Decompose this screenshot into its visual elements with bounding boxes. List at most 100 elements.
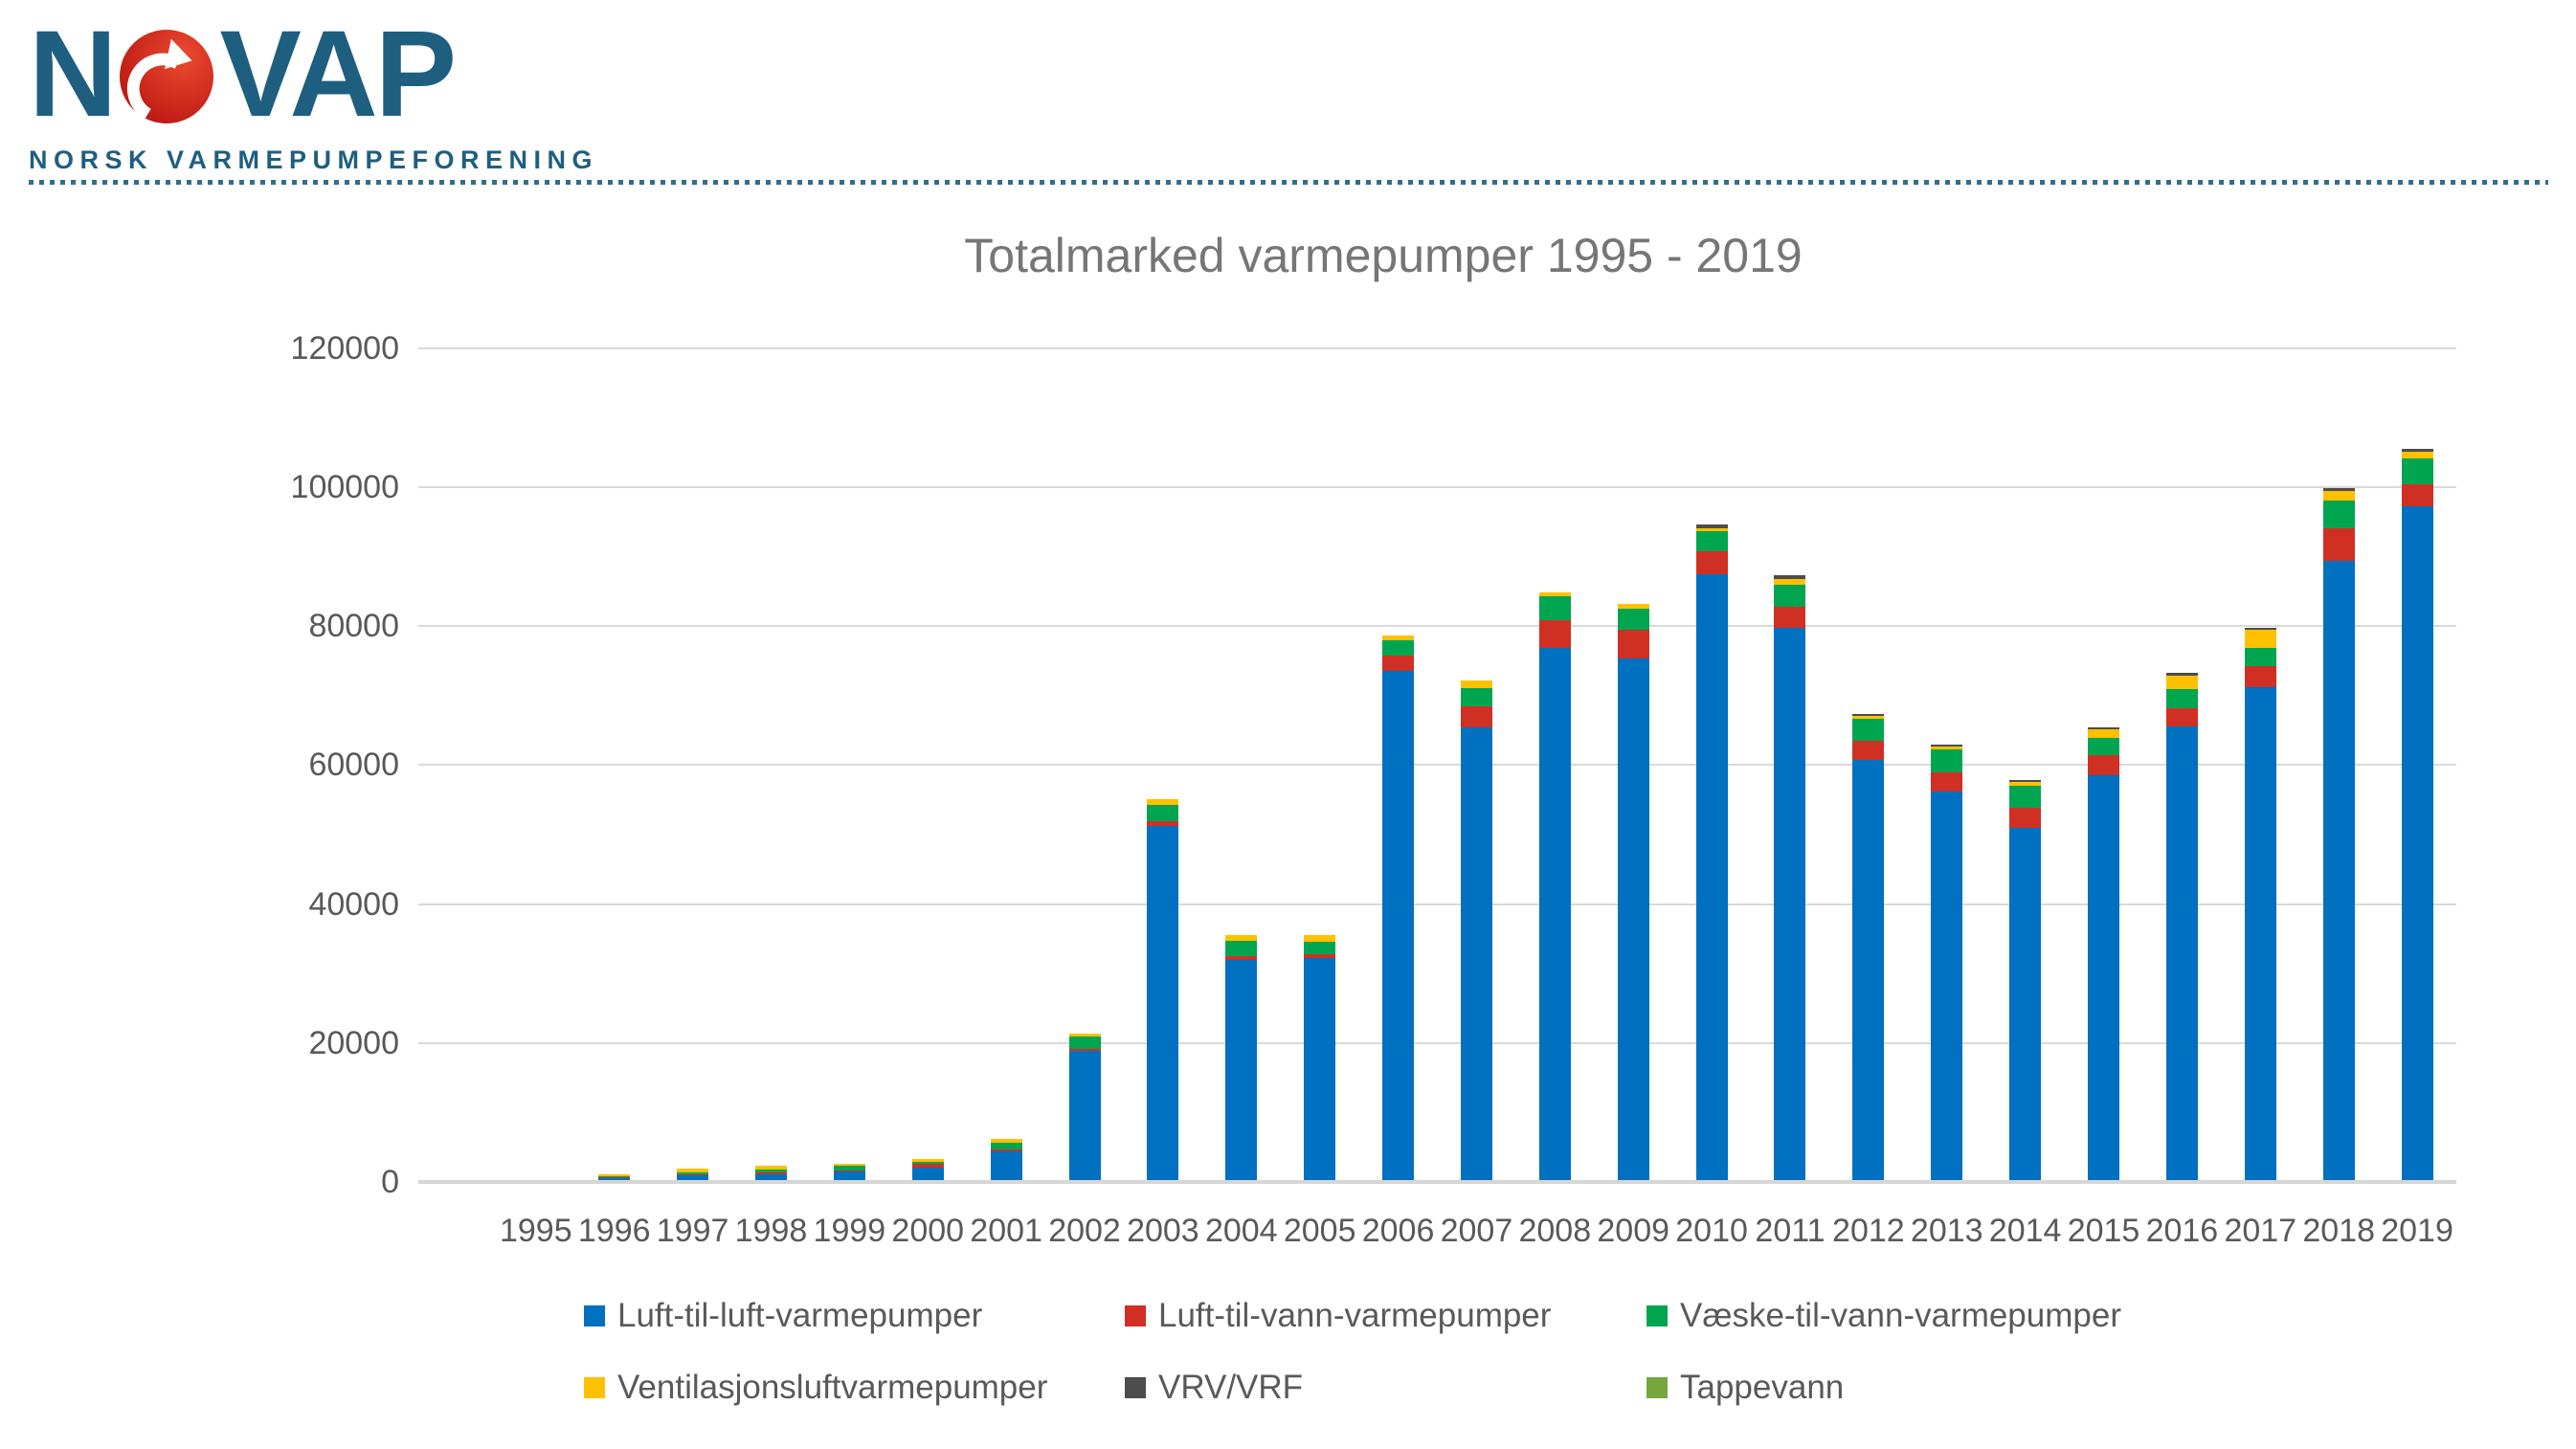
bar-segment bbox=[1538, 591, 1571, 596]
bar-segment bbox=[677, 1173, 709, 1175]
bar-segment bbox=[1695, 528, 1728, 532]
y-axis-label: 80000 bbox=[308, 608, 399, 645]
y-axis-label: 120000 bbox=[290, 329, 399, 367]
x-axis-label: 2006 bbox=[1361, 1213, 1435, 1249]
bar-segment bbox=[2009, 827, 2042, 1182]
bar-segment bbox=[2009, 779, 2042, 783]
bar-segment bbox=[2088, 774, 2120, 1182]
bar-segment bbox=[1382, 635, 1415, 640]
bar-segment bbox=[1695, 531, 1728, 552]
bar-segment bbox=[1147, 821, 1179, 826]
bar-segment bbox=[1304, 935, 1336, 942]
bar-segment bbox=[1931, 749, 1963, 773]
x-axis-label: 2016 bbox=[2145, 1213, 2219, 1249]
bar-segment bbox=[2165, 675, 2198, 690]
bar-segment bbox=[754, 1166, 787, 1170]
x-axis-label: 1998 bbox=[734, 1213, 808, 1249]
bar-segment bbox=[1304, 958, 1336, 1182]
bar-segment bbox=[1774, 575, 1806, 580]
brand-text: N VAP bbox=[29, 13, 598, 136]
bar-segment bbox=[2401, 448, 2433, 452]
bar-segment bbox=[2401, 451, 2433, 459]
bar-segment bbox=[1304, 953, 1336, 959]
bar-segment bbox=[1068, 1050, 1101, 1182]
bar-segment bbox=[1695, 574, 1728, 1182]
bar-segment bbox=[2244, 687, 2276, 1182]
legend-label: Luft-til-vann-varmepumper bbox=[1158, 1297, 1552, 1334]
grid-line bbox=[418, 903, 2456, 905]
bar-segment bbox=[1617, 608, 1649, 631]
bar-segment bbox=[677, 1172, 709, 1174]
bar-segment bbox=[598, 1177, 631, 1179]
bar-segment bbox=[2322, 501, 2355, 528]
bar-segment bbox=[1225, 941, 1258, 957]
bar-segment bbox=[2322, 527, 2355, 561]
bar-segment bbox=[1382, 656, 1415, 672]
bar-segment bbox=[1617, 658, 1649, 1182]
bar-segment bbox=[1068, 1048, 1101, 1051]
grid-line bbox=[418, 1041, 2456, 1044]
x-axis-label: 2015 bbox=[2067, 1213, 2140, 1249]
bar-segment bbox=[2165, 672, 2198, 676]
legend-swatch bbox=[1125, 1305, 1146, 1326]
bar-segment bbox=[2009, 786, 2042, 808]
bar-segment bbox=[1460, 680, 1492, 688]
grid-line bbox=[418, 346, 2456, 349]
x-axis-label: 2018 bbox=[2302, 1213, 2375, 1249]
x-axis-label: 2012 bbox=[1832, 1213, 1905, 1249]
bar-segment bbox=[1460, 687, 1492, 706]
bar-segment bbox=[1774, 627, 1806, 1182]
x-axis-label: 1997 bbox=[656, 1213, 729, 1249]
bar-segment bbox=[754, 1171, 787, 1174]
bar-segment bbox=[2165, 689, 2198, 708]
y-axis-label: 40000 bbox=[308, 885, 399, 923]
bar-segment bbox=[1774, 606, 1806, 628]
bar-segment bbox=[1225, 956, 1258, 961]
x-axis-label: 1996 bbox=[577, 1213, 651, 1249]
bar-segment bbox=[990, 1148, 1022, 1152]
bar-segment bbox=[1147, 805, 1179, 822]
bar-segment bbox=[833, 1170, 865, 1172]
bar-segment bbox=[1617, 630, 1649, 659]
bar-segment bbox=[1931, 744, 1963, 747]
legend-swatch bbox=[584, 1377, 605, 1398]
bar-segment bbox=[833, 1171, 865, 1182]
x-axis-label: 2019 bbox=[2381, 1213, 2453, 1249]
bar-segment bbox=[1147, 825, 1179, 1182]
bar-segment bbox=[1382, 671, 1415, 1182]
bar-segment bbox=[677, 1174, 709, 1182]
bar-segment bbox=[1617, 603, 1649, 609]
bar-segment bbox=[2088, 738, 2120, 756]
bar-segment bbox=[1852, 719, 1885, 741]
brand-subtitle: NORSK VARMEPUMPEFORENING bbox=[29, 145, 599, 174]
x-axis-label: 1999 bbox=[813, 1213, 886, 1249]
brand-letters-vap: VAP bbox=[219, 6, 457, 143]
bar-segment bbox=[754, 1173, 787, 1182]
bar-segment bbox=[2401, 484, 2433, 507]
legend-swatch bbox=[584, 1305, 605, 1326]
x-axis-label: 2013 bbox=[1910, 1213, 1983, 1249]
y-axis-label: 20000 bbox=[308, 1024, 399, 1061]
legend-label: Ventilasjonsluftvarmepumper bbox=[617, 1369, 1048, 1406]
x-axis-label: 2004 bbox=[1204, 1213, 1278, 1249]
bar-segment bbox=[598, 1173, 631, 1176]
bar-segment bbox=[1852, 715, 1885, 720]
legend-label: Væske-til-vann-varmepumper bbox=[1680, 1297, 2121, 1334]
novap-logo: N VAP NORSK VARMEPUMPEFORENING bbox=[29, 13, 598, 175]
bar-segment bbox=[1068, 1033, 1101, 1037]
bar-segment bbox=[1695, 551, 1728, 575]
bar-segment bbox=[1460, 727, 1492, 1182]
legend-item: Ventilasjonsluftvarmepumper bbox=[584, 1369, 1047, 1407]
bar-segment bbox=[1538, 595, 1571, 620]
bar-segment bbox=[2244, 666, 2276, 688]
bar-segment bbox=[1774, 579, 1806, 585]
dotted-divider bbox=[29, 180, 2548, 185]
bar-segment bbox=[833, 1164, 865, 1166]
bar-segment bbox=[677, 1168, 709, 1173]
bar-segment bbox=[2088, 729, 2120, 739]
bar-segment bbox=[990, 1138, 1022, 1143]
grid-line bbox=[418, 625, 2456, 628]
bar-segment bbox=[2322, 560, 2355, 1182]
chart-title: Totalmarked varmepumper 1995 - 2019 bbox=[964, 229, 1803, 282]
x-axis-label: 2003 bbox=[1127, 1213, 1199, 1249]
